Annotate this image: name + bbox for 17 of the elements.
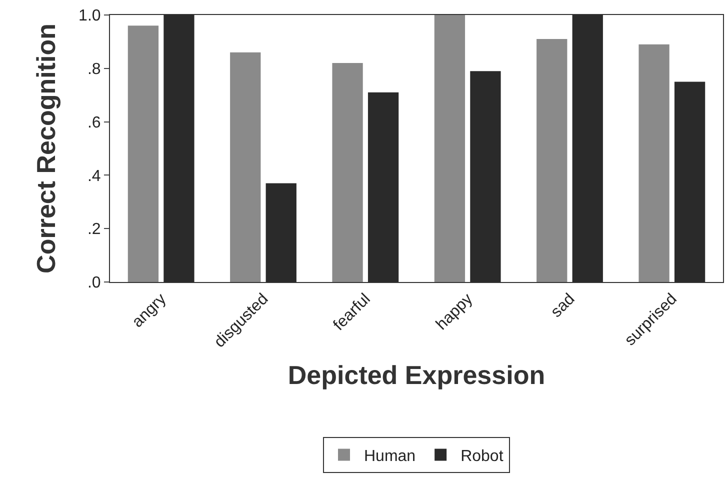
y-tick-label: .2 bbox=[87, 221, 101, 238]
legend-label: Robot bbox=[460, 448, 504, 465]
y-axis-title: Correct Recognition bbox=[30, 24, 61, 274]
y-tick-label: 1.0 bbox=[78, 8, 101, 25]
bar bbox=[434, 15, 466, 282]
bar bbox=[230, 52, 261, 282]
x-tick-label: sad bbox=[548, 290, 578, 321]
bar bbox=[638, 44, 670, 282]
y-tick-label: .8 bbox=[87, 61, 101, 78]
y-tick-label: .6 bbox=[87, 114, 101, 132]
bar bbox=[536, 39, 568, 282]
bar bbox=[332, 63, 363, 282]
legend-label: Human bbox=[364, 448, 416, 465]
x-axis-title: Depicted Expression bbox=[288, 360, 546, 390]
y-tick-label: .0 bbox=[87, 274, 101, 292]
bar bbox=[128, 26, 159, 282]
y-tick-label: .4 bbox=[87, 168, 101, 185]
